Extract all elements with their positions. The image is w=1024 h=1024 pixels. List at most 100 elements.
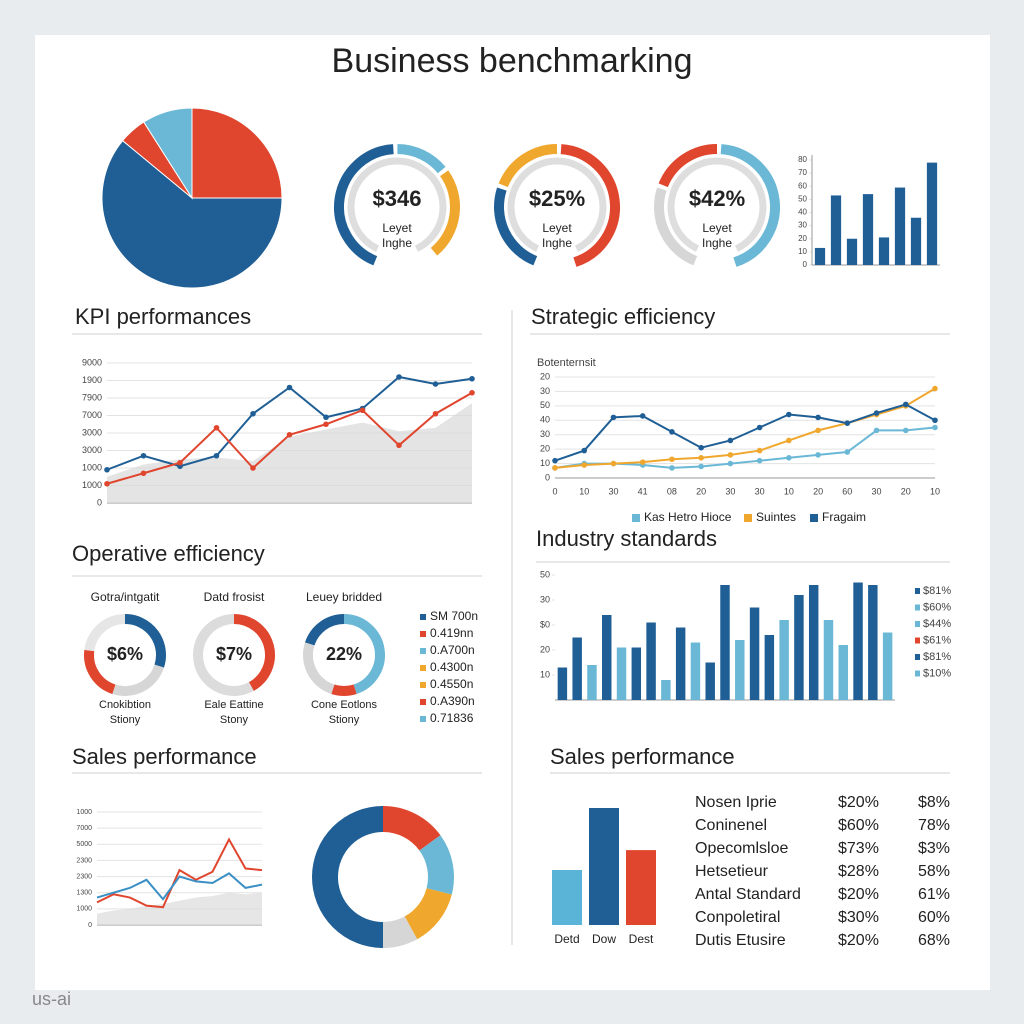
ring-segment bbox=[343, 614, 385, 694]
legend-label: $81% bbox=[923, 585, 951, 597]
bar bbox=[616, 647, 627, 700]
bar bbox=[779, 620, 789, 700]
legend-label: $44% bbox=[923, 618, 951, 630]
table-cell: Coninenel bbox=[695, 817, 767, 834]
x-tick-label: 10 bbox=[579, 486, 589, 496]
point bbox=[323, 414, 329, 421]
legend-swatch bbox=[420, 682, 426, 688]
area bbox=[97, 892, 262, 925]
point bbox=[698, 444, 704, 451]
line bbox=[96, 837, 263, 909]
point bbox=[902, 427, 909, 434]
legend-swatch bbox=[420, 631, 426, 637]
legend-label: 0.71836 bbox=[430, 711, 474, 725]
line bbox=[554, 387, 936, 469]
point bbox=[669, 465, 675, 471]
gauge-caption: Leyet bbox=[702, 221, 732, 235]
point bbox=[552, 465, 558, 471]
point bbox=[286, 384, 293, 391]
y-tick-label: 70 bbox=[798, 168, 807, 177]
section-title: Industry standards bbox=[536, 526, 717, 551]
point bbox=[140, 452, 147, 459]
donut-value: 22% bbox=[326, 644, 362, 664]
x-tick-label: 0 bbox=[552, 486, 557, 496]
legend-swatch bbox=[915, 621, 920, 627]
x-tick-label: 10 bbox=[784, 486, 794, 496]
table-cell: $8% bbox=[918, 794, 950, 811]
legend-swatch bbox=[744, 514, 752, 522]
legend-swatch bbox=[420, 648, 426, 654]
legend-label: 0.4300n bbox=[430, 660, 473, 674]
line bbox=[554, 403, 936, 462]
ring-segment bbox=[382, 806, 441, 852]
page-title: Business benchmarking bbox=[332, 42, 693, 80]
bar bbox=[830, 195, 842, 265]
table-cell: Hetsetieur bbox=[695, 863, 769, 880]
point bbox=[669, 456, 675, 463]
y-tick-label: 2300 bbox=[76, 873, 92, 880]
y-tick-label: 1000 bbox=[82, 480, 102, 490]
legend-label: 0.419nn bbox=[430, 626, 473, 640]
x-tick-label: 30 bbox=[608, 486, 618, 496]
gauge-caption: Inghe bbox=[382, 236, 412, 250]
point bbox=[727, 460, 734, 467]
gauge-value: $346 bbox=[373, 186, 422, 211]
point bbox=[581, 447, 588, 454]
point bbox=[469, 389, 475, 396]
table-cell: $20% bbox=[838, 886, 879, 903]
x-tick-label: 30 bbox=[872, 486, 882, 496]
legend-swatch bbox=[915, 670, 920, 677]
point bbox=[873, 410, 880, 416]
legend-swatch bbox=[420, 665, 426, 671]
legend-swatch bbox=[915, 637, 920, 644]
ring-segment bbox=[382, 916, 418, 948]
ring-segment bbox=[233, 614, 275, 691]
gauge-segment bbox=[654, 187, 698, 266]
x-tick-label: Dow bbox=[592, 932, 616, 946]
bar bbox=[814, 247, 826, 265]
donut-caption: Cone Eotlons bbox=[311, 699, 378, 711]
point bbox=[250, 410, 256, 417]
y-tick-label: 10 bbox=[540, 458, 550, 468]
gauge-value: $42% bbox=[689, 186, 745, 211]
section-title: Strategic efficiency bbox=[531, 304, 715, 329]
bar bbox=[589, 808, 619, 925]
legend-swatch bbox=[632, 514, 640, 522]
donut-caption: Stiony bbox=[329, 714, 360, 726]
y-tick-label: 50 bbox=[540, 569, 550, 579]
legend-label: Kas Hetro Hioce bbox=[644, 510, 732, 524]
donut-caption: Stony bbox=[220, 714, 249, 726]
bar bbox=[823, 620, 834, 700]
table-cell: Dutis Etusire bbox=[695, 932, 786, 949]
legend-label: $60% bbox=[923, 601, 951, 613]
point bbox=[756, 424, 763, 431]
ring-segment bbox=[305, 614, 345, 646]
y-tick-label: 1000 bbox=[76, 906, 92, 913]
y-tick-label: 30 bbox=[540, 429, 550, 439]
x-tick-label: 30 bbox=[725, 486, 735, 496]
pie-slice bbox=[191, 107, 283, 199]
bar bbox=[868, 585, 878, 700]
y-tick-label: 20 bbox=[540, 644, 550, 654]
legend-swatch bbox=[915, 654, 920, 660]
point bbox=[815, 427, 821, 434]
gauge-caption: Inghe bbox=[542, 236, 572, 250]
bar bbox=[853, 582, 863, 700]
point bbox=[844, 449, 851, 455]
donut-caption: Eale Eattine bbox=[204, 699, 263, 711]
y-tick-label: 1900 bbox=[82, 375, 102, 385]
ring-segment bbox=[193, 614, 254, 696]
ring-segment bbox=[404, 887, 452, 940]
x-tick-label: Dest bbox=[629, 932, 654, 946]
y-tick-label: 0 bbox=[545, 472, 550, 482]
gauge-track bbox=[667, 157, 767, 252]
bar bbox=[631, 647, 642, 700]
bar bbox=[587, 665, 597, 700]
point bbox=[727, 437, 734, 444]
point bbox=[610, 460, 617, 467]
ring-segment bbox=[331, 684, 357, 696]
table-cell: 68% bbox=[918, 932, 950, 949]
section-title: Sales performance bbox=[550, 744, 735, 769]
point bbox=[815, 414, 821, 421]
x-tick-label: 10 bbox=[930, 486, 940, 496]
